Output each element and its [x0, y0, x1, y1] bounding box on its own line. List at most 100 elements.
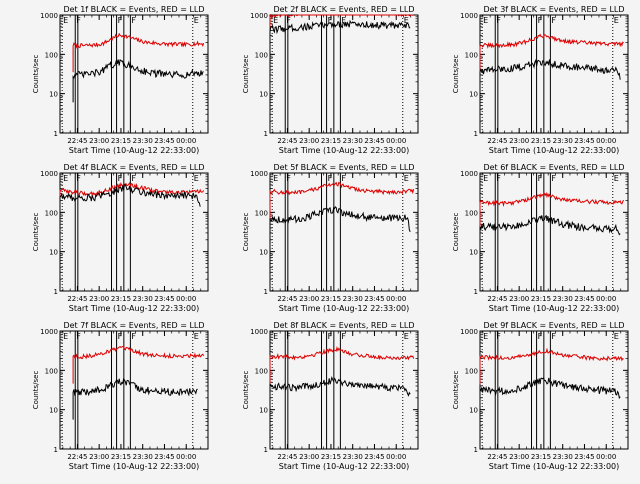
x-tick-label: 23:00 [89, 295, 109, 303]
event-marker-label: F [328, 332, 333, 341]
plot-frame [59, 172, 209, 292]
x-tick-label: 23:00 [299, 295, 319, 303]
x-tick-label: 23:15 [531, 137, 551, 145]
x-tick-label: 23:15 [111, 453, 131, 461]
event-marker-label: F [538, 174, 543, 183]
chart-panel-4: Det 4f BLACK = Events, RED = LLD 1 10 100 10… [32, 163, 209, 313]
event-marker-label: F [551, 16, 556, 25]
x-tick-label: 22:45 [67, 137, 87, 145]
y-tick-label: 1 [264, 288, 268, 296]
y-tick-label: 10 [259, 91, 268, 99]
y-tick-label: 10 [49, 407, 58, 415]
x-axis-label: Start Time (10-Aug-12 22:33:00) [69, 304, 200, 313]
event-marker-label: E [483, 174, 488, 183]
event-marker-label: F [131, 174, 136, 183]
x-tick-label: 23:00 [509, 137, 529, 145]
event-marker-label: E [614, 174, 619, 183]
event-marker-label: F [76, 332, 81, 341]
event-marker-label: E [273, 332, 278, 341]
y-tick-label: 1000 [250, 328, 268, 336]
y-tick-label: 100 [465, 367, 478, 375]
x-tick-label: 00:00 [176, 453, 196, 461]
y-axis-label: Counts/sec [32, 371, 40, 410]
x-tick-label: 23:15 [321, 137, 341, 145]
y-tick-label: 1000 [460, 12, 478, 20]
events-series-line [269, 376, 411, 414]
x-tick-label: 23:45 [574, 295, 594, 303]
chart-title: Det 7f BLACK = Events, RED = LLD [63, 321, 204, 330]
y-tick-label: 100 [45, 51, 58, 59]
event-marker-label: F [496, 332, 501, 341]
x-tick-label: 23:15 [111, 295, 131, 303]
lld-series-line [59, 181, 205, 218]
events-series-line [479, 58, 621, 99]
lld-series-line [269, 13, 414, 44]
chart-panel-2: Det 2f BLACK = Events, RED = LLD 1 10 100 10… [242, 5, 419, 155]
event-marker-label: F [538, 16, 543, 25]
y-tick-label: 100 [465, 209, 478, 217]
y-tick-label: 1000 [460, 328, 478, 336]
y-tick-label: 10 [469, 407, 478, 415]
y-tick-label: 100 [465, 51, 478, 59]
event-marker-label: F [341, 174, 346, 183]
x-tick-label: 23:15 [531, 453, 551, 461]
chart-title: Det 6f BLACK = Events, RED = LLD [483, 163, 624, 172]
y-axis-label: Counts/sec [452, 371, 460, 410]
event-marker-label: F [286, 332, 291, 341]
x-tick-label: 23:30 [133, 137, 153, 145]
y-tick-label: 100 [255, 209, 268, 217]
chart-title: Det 1f BLACK = Events, RED = LLD [63, 5, 204, 14]
x-tick-label: 23:30 [553, 295, 573, 303]
chart-panel-1: Det 1f BLACK = Events, RED = LLD 1 10 100 10… [32, 5, 209, 155]
x-tick-label: 22:45 [277, 295, 297, 303]
event-marker-label: F [131, 332, 136, 341]
event-marker-label: E [63, 16, 68, 25]
chart-panel-8: Det 8f BLACK = Events, RED = LLD 1 10 100 10… [242, 321, 419, 471]
y-tick-label: 1000 [40, 12, 58, 20]
x-axis-label: Start Time (10-Aug-12 22:33:00) [489, 462, 620, 471]
x-tick-label: 22:45 [487, 453, 507, 461]
events-series-line [269, 206, 411, 246]
y-tick-label: 10 [49, 249, 58, 257]
chart-panel-9: Det 9f BLACK = Events, RED = LLD 1 10 100 10… [452, 321, 629, 471]
event-marker-label: E [404, 16, 409, 25]
x-tick-label: 00:00 [386, 453, 406, 461]
chart-title: Det 9f BLACK = Events, RED = LLD [483, 321, 624, 330]
chart-title: Det 4f BLACK = Events, RED = LLD [63, 163, 204, 172]
y-tick-label: 1 [54, 446, 58, 454]
event-marker-label: E [404, 174, 409, 183]
x-tick-label: 23:15 [321, 453, 341, 461]
y-axis-label: Counts/sec [452, 55, 460, 94]
y-axis-label: Counts/sec [452, 213, 460, 252]
event-marker-label: E [194, 16, 199, 25]
event-marker-label: E [273, 16, 278, 25]
plot-frame [479, 172, 629, 292]
x-tick-label: 00:00 [176, 295, 196, 303]
x-tick-label: 23:00 [299, 453, 319, 461]
y-axis-label: Counts/sec [32, 213, 40, 252]
chart-title: Det 5f BLACK = Events, RED = LLD [273, 163, 414, 172]
chart-panel-5: Det 5f BLACK = Events, RED = LLD 1 10 100 10… [242, 163, 419, 313]
event-marker-label: E [273, 174, 278, 183]
lld-series-line [479, 191, 625, 230]
x-tick-label: 23:30 [343, 453, 363, 461]
x-tick-label: 00:00 [386, 295, 406, 303]
x-axis-label: Start Time (10-Aug-12 22:33:00) [489, 304, 620, 313]
chart-panel-6: Det 6f BLACK = Events, RED = LLD 1 10 100 10… [452, 163, 629, 313]
x-tick-label: 23:45 [154, 137, 174, 145]
y-tick-label: 1 [474, 446, 478, 454]
event-marker-label: F [76, 174, 81, 183]
y-tick-label: 1000 [40, 328, 58, 336]
x-tick-label: 22:45 [67, 453, 87, 461]
event-marker-label: F [341, 16, 346, 25]
x-tick-label: 23:30 [553, 453, 573, 461]
events-series-line [269, 19, 411, 57]
event-marker-label: F [118, 16, 123, 25]
y-tick-label: 10 [259, 249, 268, 257]
x-tick-label: 23:15 [111, 137, 131, 145]
y-tick-label: 1000 [40, 170, 58, 178]
y-tick-label: 1 [474, 130, 478, 138]
event-marker-label: E [614, 332, 619, 341]
y-axis-label: Counts/sec [242, 213, 250, 252]
event-marker-label: E [63, 332, 68, 341]
